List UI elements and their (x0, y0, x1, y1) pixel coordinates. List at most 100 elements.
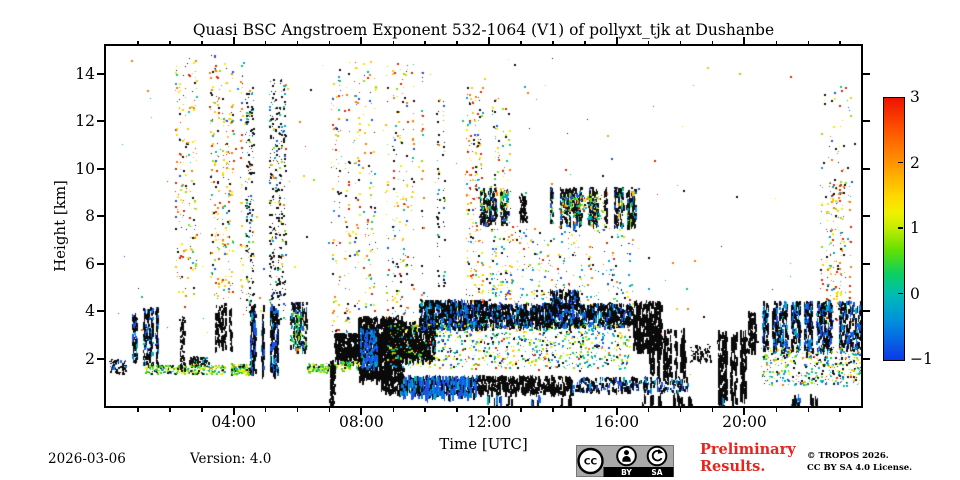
x-minor-tick (520, 408, 522, 412)
x-major-tick (743, 408, 746, 415)
colorbar-tick (898, 227, 903, 229)
x-minor-tick-top (647, 40, 650, 44)
x-minor-tick-top (296, 40, 299, 44)
y-major-tick-right (863, 167, 870, 170)
x-major-tick-top (232, 37, 235, 44)
sa-arrow-icon (646, 445, 668, 467)
x-tick-label: 04:00 (211, 413, 257, 431)
x-minor-tick (264, 408, 267, 412)
y-major-tick-right (863, 120, 870, 123)
plot-area (104, 44, 863, 408)
y-major-tick (97, 357, 104, 360)
x-minor-tick-top (137, 40, 139, 44)
x-minor-tick (711, 408, 714, 412)
sa-arrow-arc (651, 449, 663, 462)
y-major-tick (97, 167, 104, 170)
y-tick-label: 2 (85, 349, 95, 368)
x-major-tick (615, 408, 618, 415)
x-minor-tick-top (264, 40, 267, 44)
x-tick-label: 08:00 (339, 413, 384, 431)
colorbar-tick-label: 1 (910, 219, 920, 237)
chart-title: Quasi BSC Angstroem Exponent 532-1064 (V… (192, 21, 775, 39)
y-major-tick (97, 310, 104, 313)
x-minor-tick-top (679, 40, 682, 44)
preliminary-line1: Preliminary (700, 441, 796, 458)
by-person-icon (616, 445, 637, 467)
badge-black-bar (603, 467, 674, 477)
y-tick-label: 8 (85, 207, 95, 226)
sa-arrow-head (657, 448, 664, 454)
version-label: Version: 4.0 (190, 451, 272, 467)
by-person-body (622, 456, 631, 462)
x-major-tick (360, 408, 363, 415)
x-minor-tick (584, 408, 586, 412)
x-tick-label: 16:00 (594, 413, 640, 431)
x-minor-tick (647, 408, 650, 412)
x-major-tick (488, 408, 491, 415)
x-minor-tick (201, 408, 203, 412)
colorbar-tick-label: 0 (910, 284, 920, 303)
speckle-canvas (106, 46, 861, 406)
preliminary-line2: Results. (700, 458, 766, 475)
y-tick-label: 12 (75, 112, 95, 131)
colorbar (883, 97, 905, 361)
x-minor-tick (775, 408, 778, 412)
y-major-tick (97, 262, 104, 265)
y-major-tick-right (863, 262, 870, 265)
x-minor-tick-top (456, 40, 458, 44)
x-minor-tick-top (201, 40, 203, 44)
x-axis-label: Time [UTC] (439, 435, 528, 453)
x-minor-tick-top (839, 40, 841, 44)
y-tick-label: 10 (75, 159, 95, 178)
colorbar-tick-label: 3 (910, 88, 920, 106)
y-major-tick (97, 215, 104, 218)
x-minor-tick (392, 408, 395, 412)
cc-icon (577, 447, 604, 475)
badge-by-label: BY (621, 468, 632, 477)
colorbar-tick-label: 2 (910, 153, 920, 172)
copyright-line1: © TROPOS 2026. (807, 451, 889, 461)
x-minor-tick (679, 408, 682, 412)
date-label: 2026-03-06 (48, 451, 126, 467)
preliminary-results-note: Preliminary Results. (700, 441, 796, 475)
colorbar-tick-label: −1 (910, 350, 933, 368)
x-minor-tick-top (520, 40, 522, 44)
x-minor-tick-top (584, 40, 586, 44)
cc-by-sa-badge: CC BY SA (576, 445, 674, 477)
y-major-tick-right (863, 357, 870, 360)
x-minor-tick (169, 408, 171, 412)
x-tick-label: 20:00 (722, 413, 767, 431)
x-minor-tick-top (424, 40, 426, 44)
y-tick-label: 14 (75, 64, 95, 83)
x-minor-tick-top (775, 40, 778, 44)
colorbar-tick (898, 292, 903, 295)
y-major-tick-right (863, 72, 870, 75)
cc-icon-label: CC (584, 458, 598, 468)
y-tick-label: 6 (85, 254, 95, 273)
x-minor-tick (552, 408, 554, 412)
x-minor-tick-top (552, 40, 554, 44)
x-minor-tick (296, 408, 299, 412)
y-tick-label: 4 (85, 302, 95, 321)
y-major-tick (97, 120, 104, 123)
x-minor-tick (424, 408, 426, 412)
x-tick-label: 12:00 (466, 413, 512, 431)
y-major-tick-right (863, 215, 870, 218)
x-major-tick-top (615, 37, 618, 44)
y-major-tick-right (863, 310, 870, 313)
y-major-tick (97, 72, 104, 75)
copyright-note: © TROPOS 2026. CC BY SA 4.0 License. (807, 450, 912, 474)
x-minor-tick-top (328, 40, 331, 44)
x-minor-tick (839, 408, 841, 412)
x-minor-tick-top (807, 40, 810, 44)
badge-sa-label: SA (651, 468, 662, 477)
x-major-tick (232, 408, 235, 415)
colorbar-tick (898, 161, 903, 164)
x-minor-tick-top (392, 40, 395, 44)
x-major-tick-top (743, 37, 746, 44)
x-minor-tick (807, 408, 810, 412)
by-person-head (624, 450, 629, 456)
x-minor-tick (456, 408, 458, 412)
x-minor-tick (137, 408, 139, 412)
